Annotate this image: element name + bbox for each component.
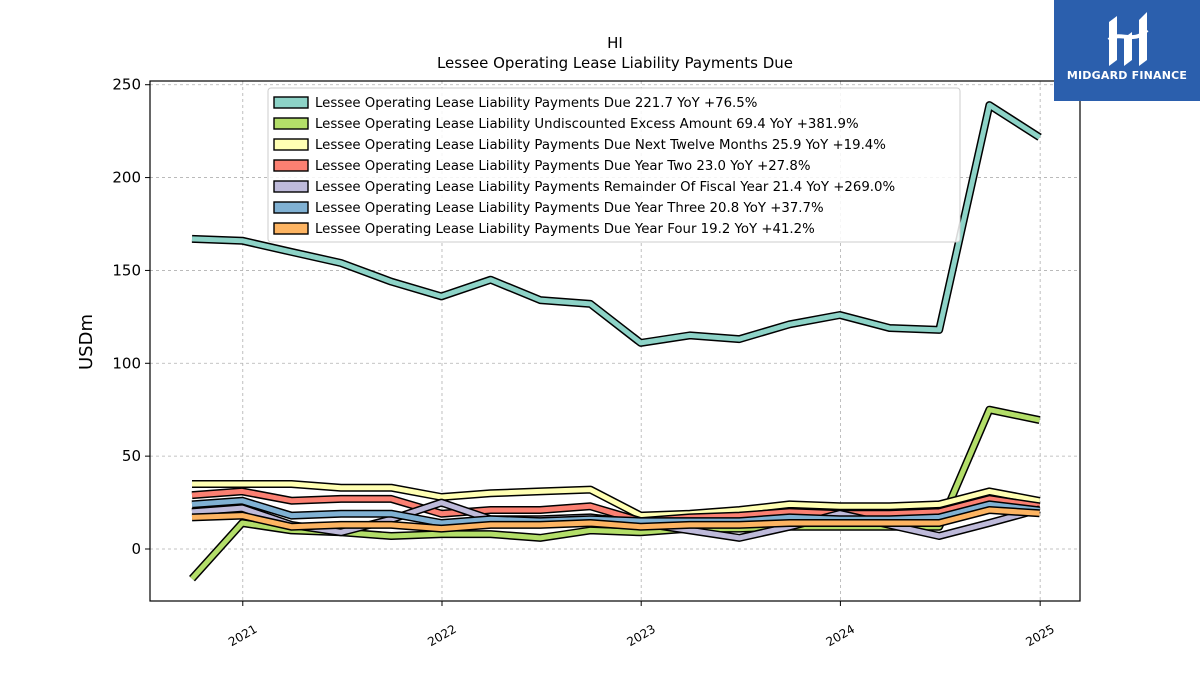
series-3	[192, 480, 1041, 520]
legend-label: Lessee Operating Lease Liability Payment…	[315, 96, 757, 111]
legend-box	[267, 87, 961, 243]
legend-swatch	[273, 159, 309, 172]
legend-swatch	[273, 96, 309, 109]
x-tick-label: 2023	[624, 622, 657, 649]
series-6	[191, 496, 1041, 527]
y-tick-label: 50	[122, 447, 141, 465]
legend-layer: Lessee Operating Lease Liability Payment…	[267, 87, 961, 243]
legend-swatch	[273, 138, 309, 151]
chart-title: HI	[607, 34, 623, 52]
chart-subtitle: Lessee Operating Lease Liability Payment…	[437, 54, 793, 72]
plot-frame	[149, 80, 1081, 602]
legend-label: Lessee Operating Lease Liability Payment…	[315, 159, 810, 174]
legend-item: Lessee Operating Lease Liability Payment…	[273, 180, 895, 195]
legend-item: Lessee Operating Lease Liability Payment…	[273, 222, 815, 237]
series-layer	[189, 101, 1042, 582]
series-line	[191, 102, 1041, 346]
legend-label: Lessee Operating Lease Liability Payment…	[315, 222, 815, 237]
series-line	[191, 498, 1040, 526]
y-axis-label: USDm	[76, 314, 97, 370]
legend-item: Lessee Operating Lease Liability Payment…	[273, 201, 824, 216]
series-4	[191, 487, 1041, 526]
legend-swatch	[273, 222, 309, 235]
midgard-finance-logo: MIDGARD FINANCE	[1054, 0, 1200, 101]
y-tick-label: 200	[112, 169, 141, 187]
legend-item: Lessee Operating Lease Liability Payment…	[273, 138, 886, 153]
series-line	[192, 481, 1041, 519]
series-line	[191, 507, 1040, 532]
series-line-outline	[189, 405, 1041, 582]
legend-label: Lessee Operating Lease Liability Payment…	[315, 180, 895, 195]
series-2	[189, 405, 1041, 582]
series-7	[191, 506, 1040, 533]
legend-item: Lessee Operating Lease Liability Payment…	[273, 159, 810, 174]
y-tick-label: 250	[112, 76, 141, 94]
legend-label: Lessee Operating Lease Liability Payment…	[315, 201, 824, 216]
legend-item: Lessee Operating Lease Liability Payment…	[273, 96, 757, 111]
x-tick-label: 2025	[1023, 622, 1056, 649]
legend-label: Lessee Operating Lease Liability Undisco…	[315, 117, 859, 132]
y-tick-label: 100	[112, 354, 141, 372]
legend-item: Lessee Operating Lease Liability Undisco…	[273, 117, 859, 132]
brand-name: MIDGARD FINANCE	[1066, 69, 1188, 82]
x-tick-label: 2021	[226, 622, 259, 649]
midgard-logo-icon	[1107, 12, 1149, 66]
series-line	[191, 488, 1040, 524]
y-tick-label: 0	[131, 540, 141, 558]
x-tick-label: 2024	[824, 622, 857, 649]
series-1	[191, 101, 1042, 347]
legend-swatch	[273, 180, 309, 193]
legend-swatch	[273, 201, 309, 214]
legend-label: Lessee Operating Lease Liability Payment…	[315, 138, 886, 153]
series-line	[190, 407, 1041, 581]
x-tick-label: 2022	[425, 622, 458, 649]
y-tick-label: 150	[112, 261, 141, 279]
legend-swatch	[273, 117, 309, 130]
